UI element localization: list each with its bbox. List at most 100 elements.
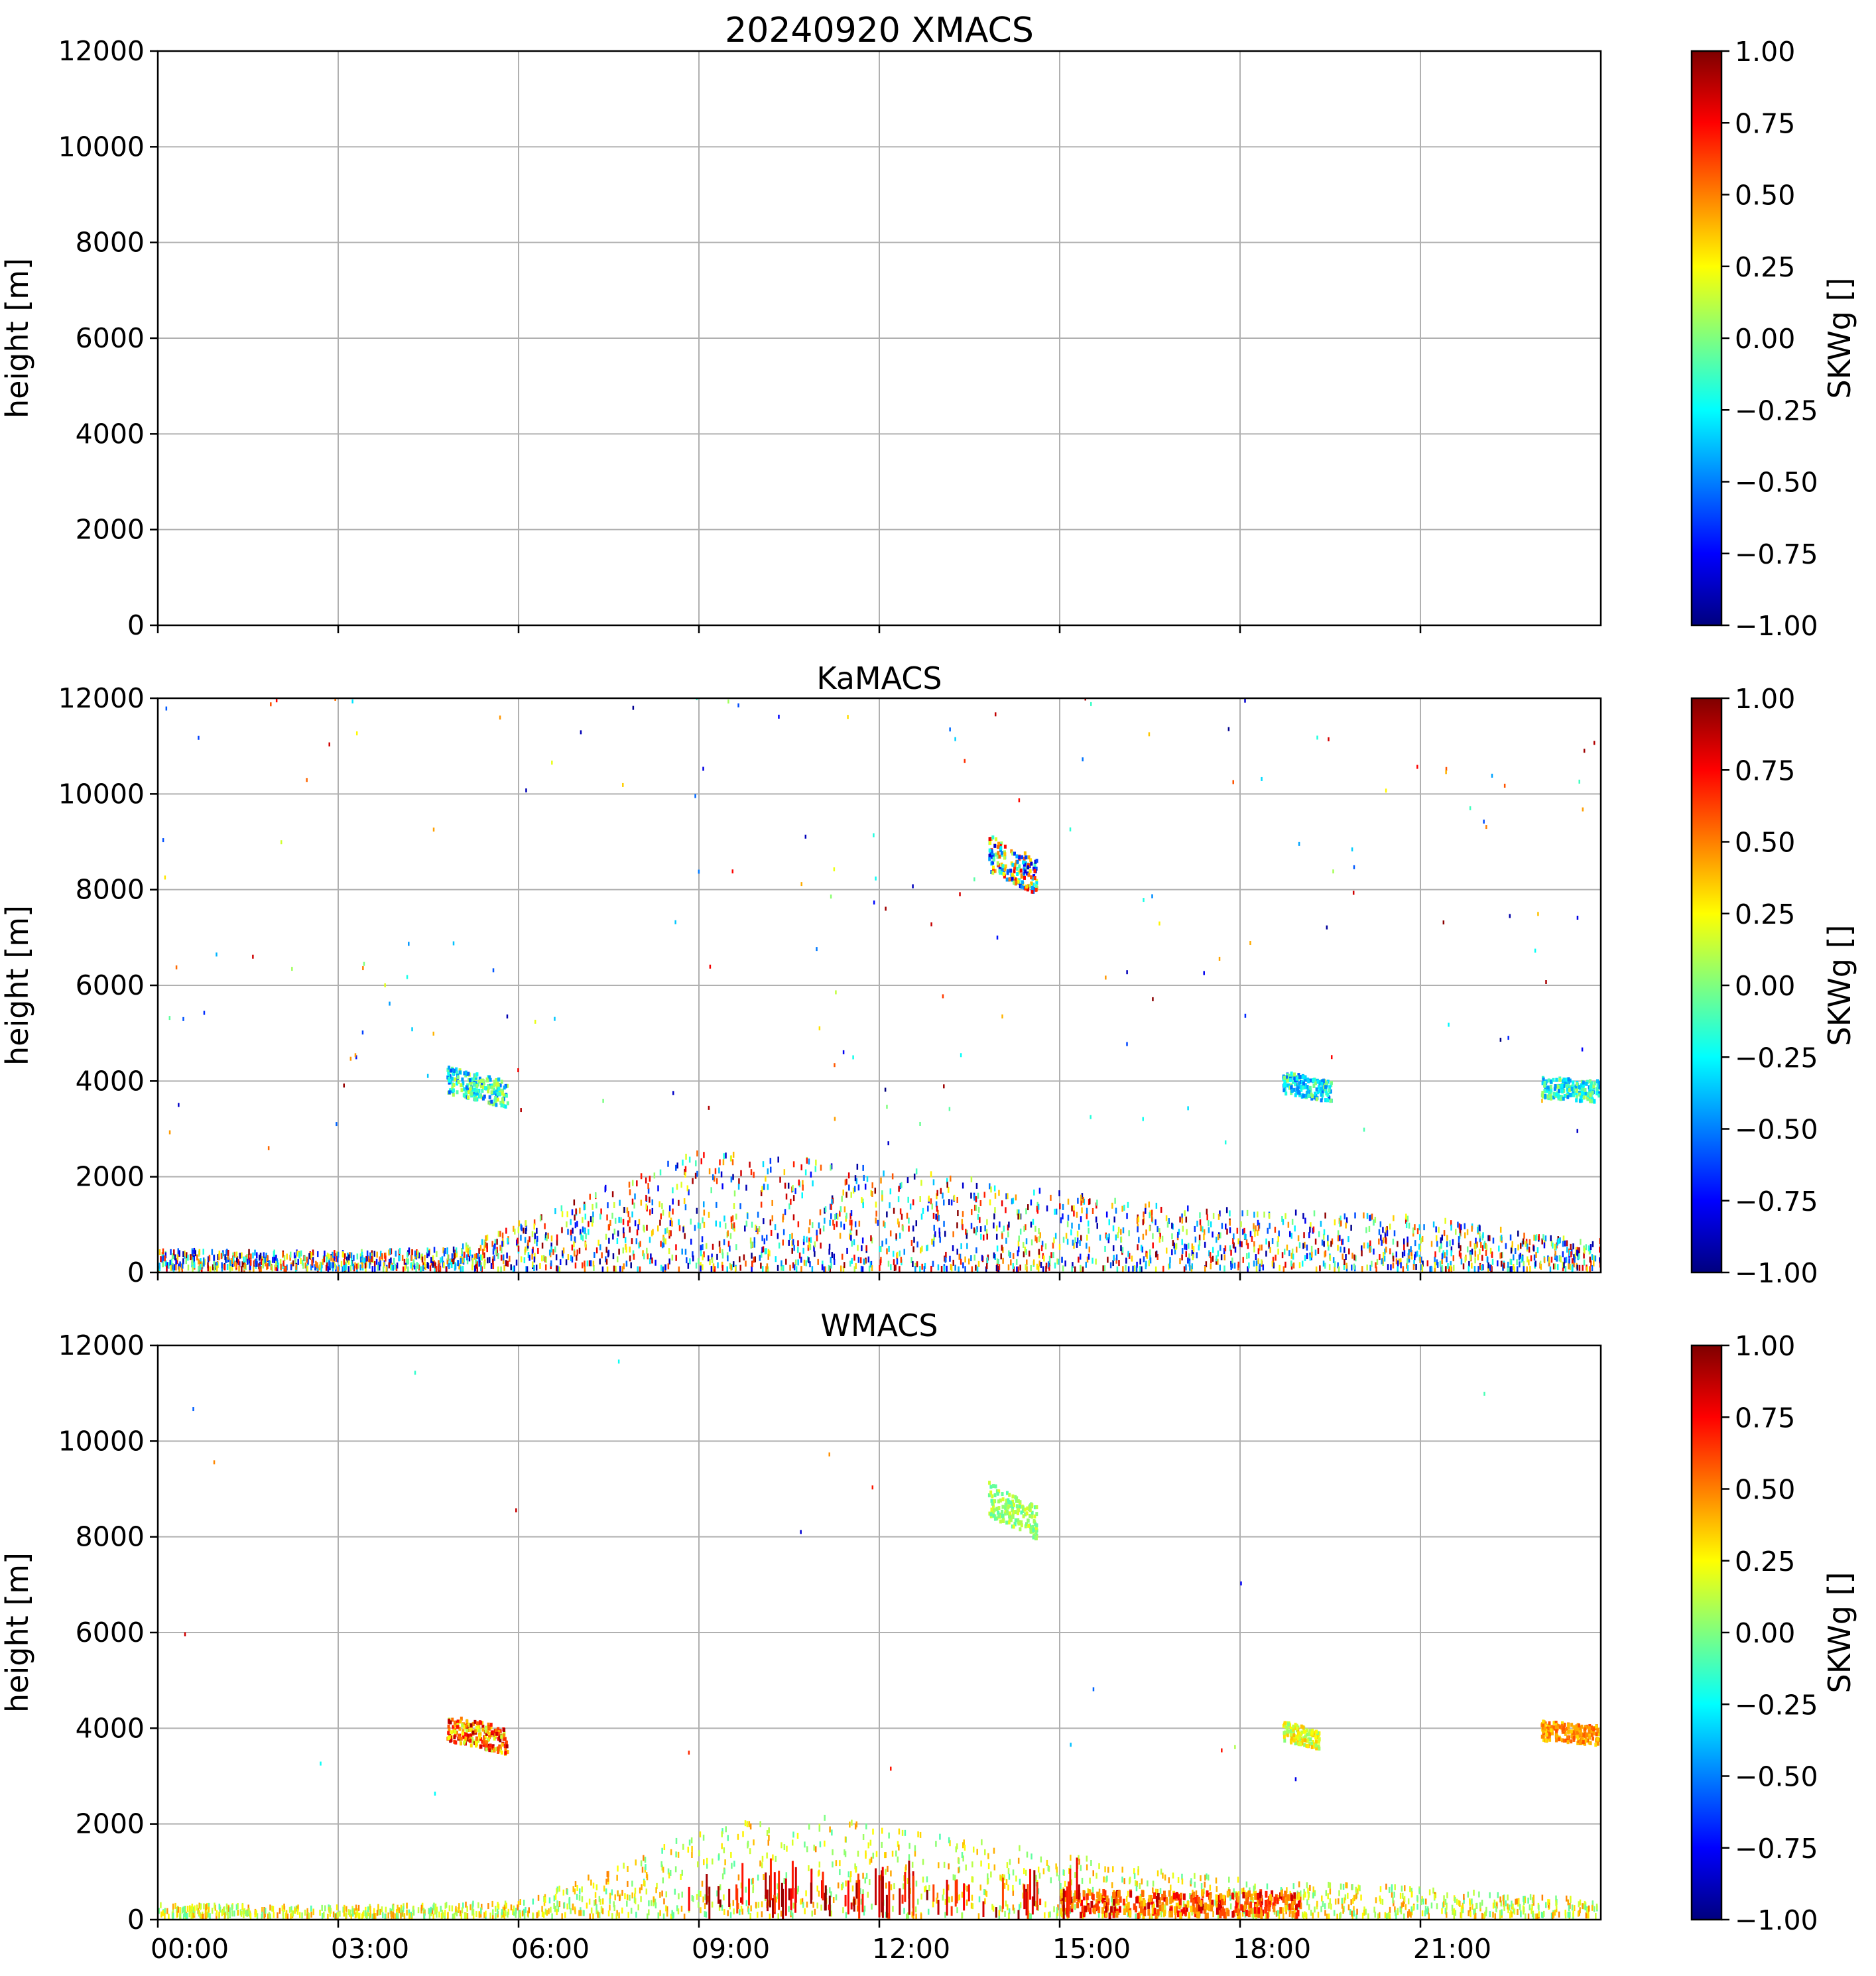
cloud-pixel: [1286, 1083, 1290, 1088]
echo-pixel: [1415, 1264, 1417, 1270]
stray-echo: [875, 876, 877, 881]
echo-pixel: [1333, 1910, 1336, 1916]
cloud-pixel: [1547, 1078, 1550, 1083]
colorbar-tick-label: 0.50: [1735, 180, 1795, 212]
echo-pixel: [769, 1158, 772, 1164]
echo-pixel: [1054, 1233, 1057, 1239]
echo-pixel: [444, 1913, 446, 1920]
echo-pixel: [802, 1247, 804, 1254]
echo-pixel: [745, 1184, 747, 1191]
echo-pixel: [467, 1248, 469, 1255]
echo-pixel: [1215, 1259, 1218, 1265]
echo-pixel: [567, 1229, 569, 1235]
echo-pixel: [774, 1224, 777, 1231]
echo-pixel: [275, 1261, 277, 1268]
stray-echo: [1152, 997, 1154, 1001]
cloud-pixel: [1025, 885, 1029, 889]
stray-echo: [1232, 780, 1234, 784]
cloud-pixel: [1575, 1088, 1578, 1093]
echo-pixel: [396, 1263, 399, 1269]
echo-pixel: [962, 1855, 964, 1862]
stray-echo: [343, 1083, 345, 1088]
stray-echo: [520, 1108, 522, 1113]
echo-pixel: [761, 1901, 763, 1908]
echo-pixel: [897, 1856, 899, 1863]
echo-pixel: [533, 1219, 536, 1225]
echo-pixel: [1297, 1235, 1300, 1242]
echo-pixel: [898, 1844, 900, 1851]
echo-pixel: [719, 1884, 721, 1890]
echo-pixel: [207, 1265, 210, 1272]
cloud-pixel: [1314, 1081, 1318, 1085]
echo-pixel: [1257, 1219, 1259, 1226]
echo-pixel: [365, 1261, 367, 1268]
echo-pixel: [1535, 1234, 1538, 1241]
echo-pixel: [1001, 1906, 1003, 1912]
echo-pixel: [435, 1266, 438, 1272]
echo-pixel: [290, 1913, 292, 1920]
echo-pixel: [1572, 1266, 1574, 1272]
echo-pixel: [221, 1265, 223, 1272]
echo-pixel: [797, 1240, 799, 1247]
cloud-pixel: [1011, 851, 1015, 856]
echo-pixel: [926, 1876, 928, 1883]
echo-pixel: [1217, 1912, 1219, 1919]
echo-pixel: [345, 1906, 347, 1912]
echo-pixel: [441, 1256, 444, 1263]
echo-pixel: [1149, 1225, 1151, 1231]
cloud-pixel: [1017, 879, 1020, 884]
echo-pixel: [1152, 1233, 1154, 1239]
echo-pixel: [759, 1255, 761, 1261]
echo-pixel: [612, 1253, 615, 1260]
cloud-pixel: [466, 1088, 469, 1093]
echo-pixel: [985, 1229, 988, 1235]
echo-pixel: [668, 1211, 670, 1218]
echo-pixel: [1405, 1213, 1407, 1220]
echo-pixel: [539, 1263, 541, 1269]
echo-pixel: [828, 1265, 830, 1271]
echo-pixel: [1366, 1265, 1368, 1271]
echo-pixel: [645, 1204, 647, 1210]
echo-pixel: [1462, 1263, 1465, 1270]
echo-pixel: [1440, 1237, 1442, 1244]
echo-pixel: [1132, 1265, 1134, 1272]
stray-echo: [800, 882, 802, 887]
echo-pixel: [833, 1253, 836, 1260]
echo-pixel: [1509, 1234, 1512, 1241]
echo-pixel: [1071, 1205, 1073, 1211]
echo-pixel: [343, 1265, 345, 1272]
echo-pixel: [428, 1913, 431, 1920]
echo-pixel: [1353, 1263, 1355, 1270]
echo-pixel: [373, 1251, 376, 1257]
echo-pixel: [378, 1909, 381, 1916]
echo-pixel: [381, 1253, 383, 1260]
stray-echo: [1142, 1117, 1144, 1121]
cloud-pixel: [999, 846, 1003, 851]
echo-pixel: [1164, 1874, 1166, 1881]
cloud-pixel: [1568, 1092, 1572, 1097]
stray-echo: [1445, 770, 1447, 774]
echo-pixel: [1074, 1266, 1076, 1272]
echo-pixel: [930, 1198, 932, 1205]
echo-pixel: [682, 1226, 684, 1233]
echo-pixel: [656, 1883, 658, 1889]
echo-pixel: [1018, 1209, 1020, 1215]
echo-pixel: [712, 1858, 714, 1865]
echo-pixel: [1234, 1891, 1236, 1898]
echo-pixel: [517, 1245, 520, 1252]
echo-pixel: [932, 1241, 935, 1247]
cloud-pixel: [1552, 1078, 1555, 1082]
echo-pixel: [962, 1182, 964, 1189]
echo-pixel: [1351, 1910, 1353, 1917]
echo-pixel: [611, 1191, 614, 1198]
echo-pixel: [556, 1234, 558, 1241]
echo-pixel: [763, 1238, 766, 1245]
echo-pixel: [1158, 1908, 1160, 1915]
echo-pixel: [304, 1262, 307, 1268]
cloud-pixel: [1552, 1095, 1556, 1099]
echo-pixel: [581, 1896, 584, 1902]
echo-pixel: [1531, 1911, 1534, 1918]
echo-pixel: [515, 1239, 518, 1246]
echo-pixel: [1432, 1221, 1435, 1228]
cloud-pixel: [1558, 1089, 1561, 1093]
